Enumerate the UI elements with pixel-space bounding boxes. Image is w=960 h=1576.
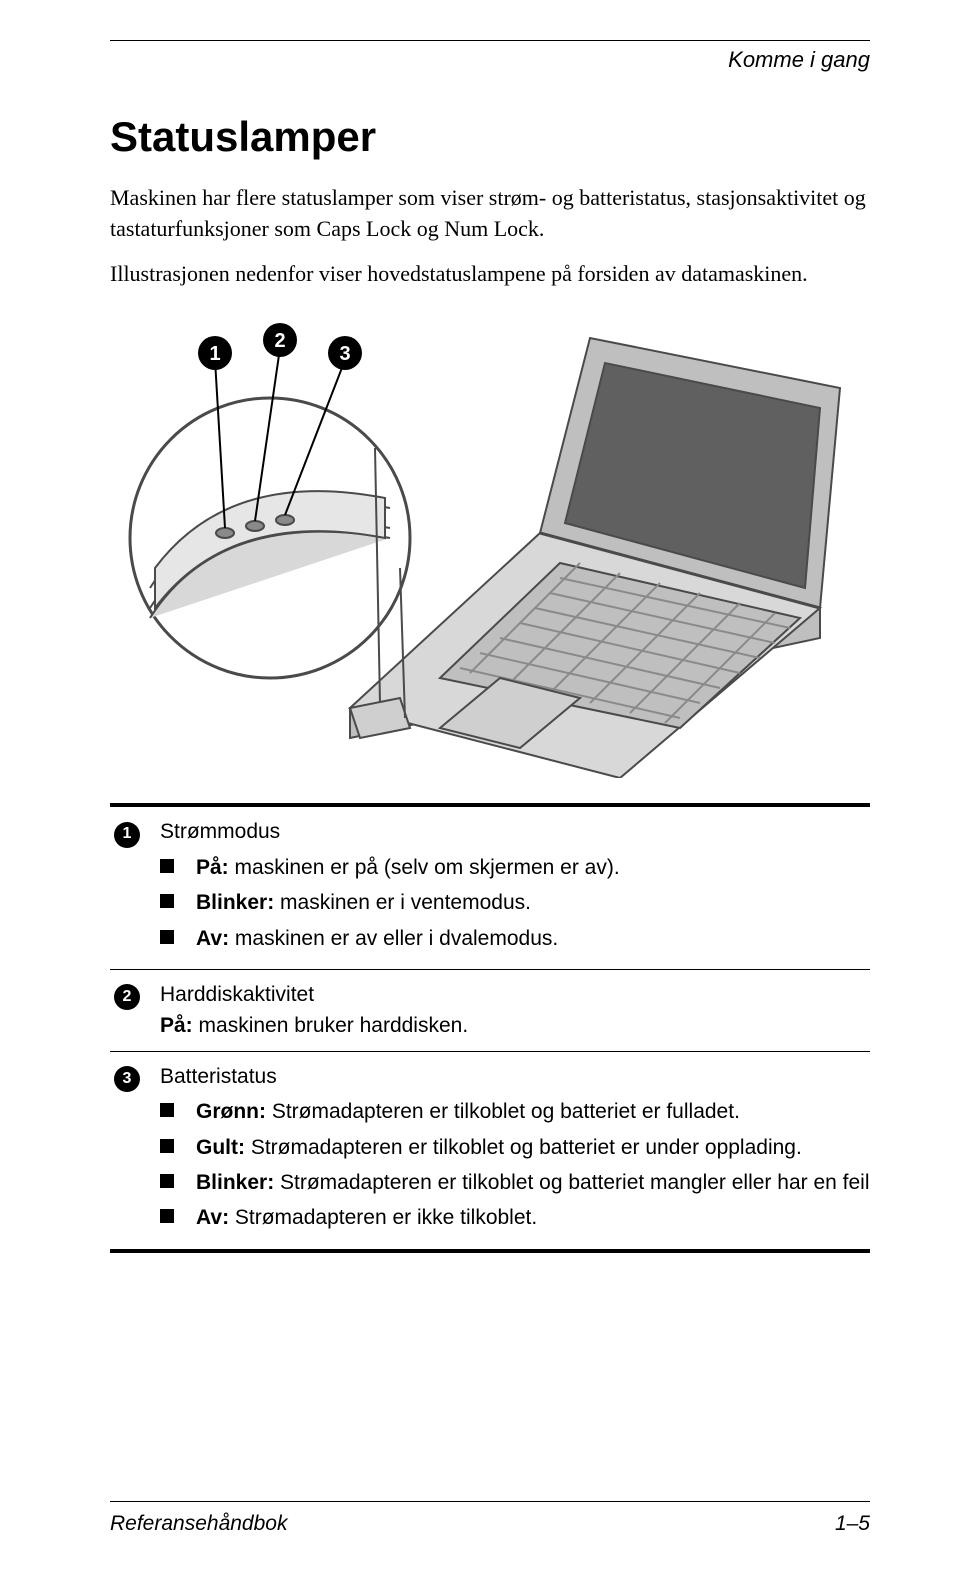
list-item: Blinker: Strømadapteren er tilkoblet og … — [160, 1168, 870, 1197]
callout-3: 3 — [339, 343, 350, 365]
list-item: Av: Strømadapteren er ikke tilkoblet. — [160, 1203, 870, 1232]
bullet-icon — [160, 1174, 174, 1188]
intro-paragraph-2: Illustrasjonen nedenfor viser hovedstatu… — [110, 259, 870, 290]
footer-right: 1–5 — [835, 1512, 870, 1536]
table-row: 2 Harddiskaktivitet På: maskinen bruker … — [110, 970, 870, 1051]
list-item: Av: maskinen er av eller i dvalemodus. — [160, 924, 870, 953]
row-number-badge: 1 — [114, 822, 140, 848]
laptop-illustration: 1 2 3 — [110, 303, 870, 783]
row-number-badge: 2 — [114, 984, 140, 1010]
row-heading: Harddiskaktivitet — [160, 980, 870, 1009]
row-number-badge: 3 — [114, 1066, 140, 1092]
bullet-icon — [160, 1103, 174, 1117]
bullet-icon — [160, 930, 174, 944]
callout-2: 2 — [274, 330, 285, 352]
bullet-icon — [160, 1209, 174, 1223]
footer-rule — [110, 1501, 870, 1502]
row-heading: Batteristatus — [160, 1062, 870, 1091]
row-subline: På: maskinen bruker harddisken. — [160, 1011, 870, 1040]
callout-1: 1 — [209, 343, 220, 365]
bullet-icon — [160, 894, 174, 908]
intro-paragraph-1: Maskinen har flere statuslamper som vise… — [110, 183, 870, 245]
list-item: På: maskinen er på (selv om skjermen er … — [160, 853, 870, 882]
bullet-icon — [160, 859, 174, 873]
table-row: 1 Strømmodus På: maskinen er på (selv om… — [110, 807, 870, 969]
header-rule — [110, 40, 870, 41]
running-title: Komme i gang — [110, 47, 870, 73]
row-heading: Strømmodus — [160, 817, 870, 846]
table-row: 3 Batteristatus Grønn: Strømadapteren er… — [110, 1052, 870, 1249]
table-bottom-rule — [110, 1249, 870, 1253]
page-footer: Referansehåndbok 1–5 — [110, 1501, 870, 1536]
list-item: Grønn: Strømadapteren er tilkoblet og ba… — [160, 1097, 870, 1126]
footer-left: Referansehåndbok — [110, 1512, 287, 1536]
bullet-icon — [160, 1139, 174, 1153]
list-item: Gult: Strømadapteren er tilkoblet og bat… — [160, 1133, 870, 1162]
page-title: Statuslamper — [110, 113, 870, 161]
status-table: 1 Strømmodus På: maskinen er på (selv om… — [110, 803, 870, 1252]
list-item: Blinker: maskinen er i ventemodus. — [160, 888, 870, 917]
